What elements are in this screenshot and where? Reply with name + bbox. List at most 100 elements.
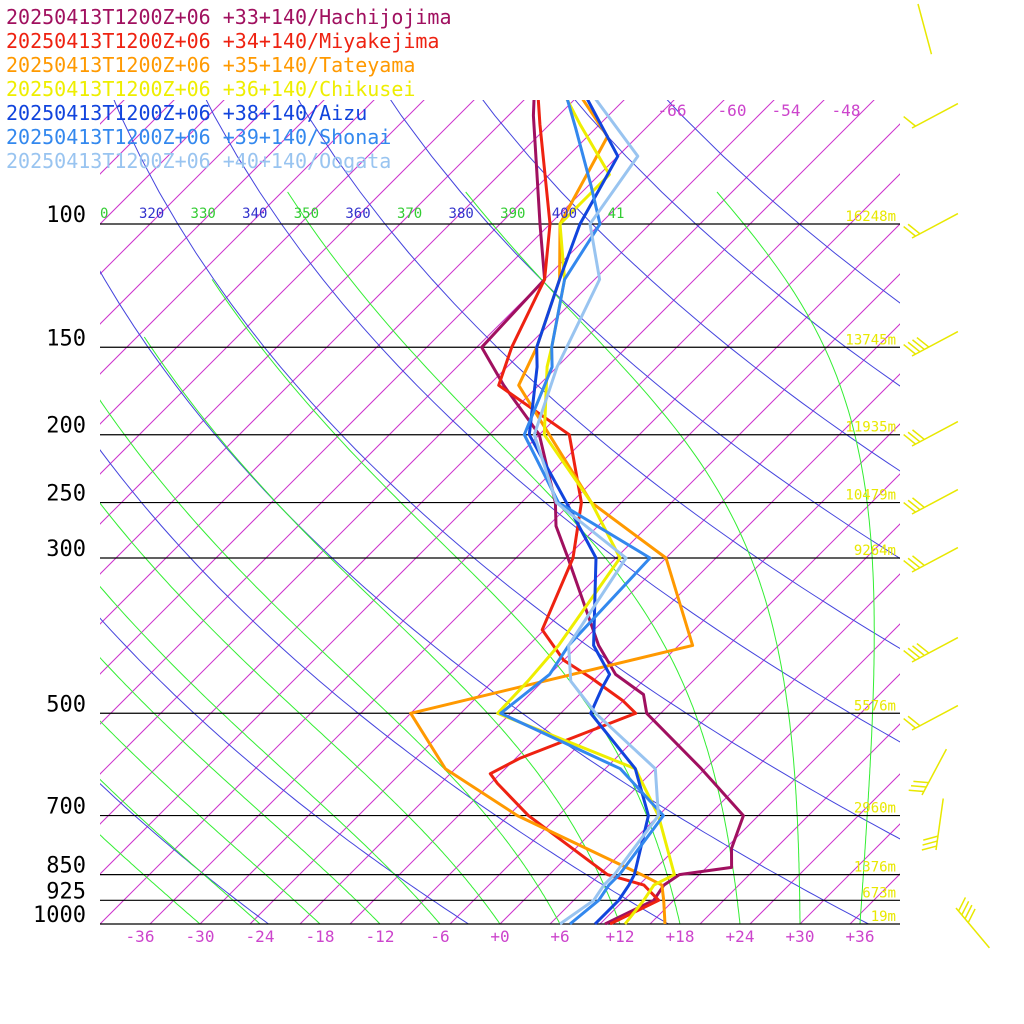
temperature-tick-labels: -36 -30 -24 -18 -12 -6 +0 +6 +12 +18 +24 +30 +36 — [126, 927, 875, 946]
wind-barb-flag — [912, 555, 925, 567]
theta-label: 400 — [552, 206, 577, 222]
wind-barbs — [903, 3, 990, 949]
wind-barb — [903, 704, 959, 731]
wind-barb — [903, 102, 959, 129]
dry-adiabat-line — [574, 100, 900, 387]
wind-barb-staff — [917, 3, 933, 55]
temperature-tick-label: +12 — [606, 927, 635, 946]
moist-adiabat-line — [100, 585, 441, 925]
temperature-tick-label: -24 — [246, 927, 275, 946]
isotherm-line — [100, 100, 775, 775]
isotherm-line — [100, 100, 325, 325]
height-label: 19m — [871, 909, 896, 925]
upper-isotherm-labels: -66 -60 -54 -48 — [658, 101, 861, 120]
height-label: 2960m — [854, 801, 896, 817]
height-label: 5576m — [854, 698, 896, 714]
wind-barb-flag — [912, 429, 925, 441]
dry-adiabat-line — [100, 449, 669, 925]
isotherm-line — [100, 100, 625, 625]
wind-barb-flag — [907, 557, 921, 569]
series-line — [527, 100, 650, 925]
wind-barb-staff — [911, 212, 959, 239]
upper-isotherm-label: -60 — [718, 101, 747, 120]
dry-adiabat-line — [205, 100, 900, 743]
height-label: 16248m — [845, 209, 896, 225]
pressure-tick-label: 200 — [46, 414, 86, 439]
wind-barb-staff — [911, 102, 959, 129]
wind-barb-staff — [911, 704, 959, 731]
wind-barb — [955, 897, 990, 949]
upper-isotherm-label: -48 — [832, 101, 861, 120]
theta-label: 320 — [139, 206, 164, 222]
legend: 20250413T1200Z+06 +33+140/Hachijojima202… — [6, 5, 452, 173]
isotherm-line — [399, 423, 900, 925]
temperature-tick-label: +24 — [726, 927, 755, 946]
pressure-tick-label: 700 — [46, 795, 86, 820]
dry-adiabat-line — [666, 100, 900, 304]
moist-adiabat-line — [100, 502, 501, 925]
height-labels: 16248m 13745m 11935m 10479m 9264m 5576m 2960m 1… — [845, 209, 896, 925]
pressure-tick-label: 1000 — [33, 903, 86, 928]
isotherm-line — [499, 523, 900, 925]
temperature-tick-label: -12 — [366, 927, 395, 946]
wind-barb-flag — [961, 900, 970, 916]
wind-barb-flag — [907, 647, 921, 659]
theta-label: 41 — [608, 206, 625, 222]
isotherm-line — [100, 100, 275, 275]
wind-barb — [903, 546, 959, 573]
wind-barb-flag — [912, 497, 925, 509]
wind-barb-staff — [921, 748, 948, 796]
isotherm-line — [699, 723, 900, 925]
theta-label: 360 — [345, 206, 370, 222]
isotherm-line — [100, 100, 475, 475]
dry-adiabat-line — [297, 100, 900, 650]
theta-labels: 0 320 330 340 350 360 370 380 390 400 41 — [100, 206, 624, 222]
legend-entry: 20250413T1200Z+06 +34+140/Miyakejima — [6, 29, 439, 53]
moist-adiabat-line — [100, 778, 261, 925]
wind-barb-flag — [908, 789, 924, 793]
series-line — [488, 100, 661, 925]
legend-entry: 20250413T1200Z+06 +35+140/Tateyama — [6, 53, 415, 77]
isotherm-line — [100, 100, 525, 525]
wind-barb-flag — [923, 835, 939, 841]
wind-barb-flag — [922, 840, 938, 846]
theta-label: 0 — [100, 206, 108, 222]
theta-label: 380 — [449, 206, 474, 222]
wind-barb-flag — [921, 845, 937, 851]
wind-barb-flag — [907, 431, 921, 443]
moist-adiabat-line — [143, 336, 621, 925]
wind-barb-staff — [911, 330, 959, 357]
wind-barb-flag — [964, 904, 973, 920]
height-label: 10479m — [845, 488, 896, 504]
isotherm-line — [449, 473, 900, 925]
isotherm-line — [899, 923, 900, 924]
isotherm-line — [1000, 13, 1024, 924]
wind-barb — [903, 488, 959, 515]
isotherm-line — [249, 273, 900, 925]
legend-entry: 20250413T1200Z+06 +33+140/Hachijojima — [6, 5, 452, 29]
temperature-tick-label: -6 — [430, 927, 449, 946]
temperature-tick-label: +30 — [786, 927, 815, 946]
dry-adiabat-line — [113, 100, 900, 840]
theta-label: 370 — [397, 206, 422, 222]
pressure-tick-label: 500 — [46, 692, 86, 717]
dry-adiabat-line — [390, 100, 900, 559]
series-line — [496, 100, 676, 925]
isobar-lines — [100, 223, 900, 925]
isotherm-line — [799, 823, 900, 925]
wind-barb-flag — [957, 897, 967, 912]
series-line — [499, 100, 665, 925]
legend-entry: 20250413T1200Z+06 +36+140/Chikusei — [6, 77, 415, 101]
wind-barb-flag — [907, 715, 921, 727]
wind-barb-staff — [911, 488, 959, 515]
dry-adiabat-line — [100, 270, 869, 925]
wind-barb-flag — [907, 499, 921, 511]
pressure-tick-label: 100 — [46, 203, 86, 228]
wind-barb-flag — [903, 501, 917, 513]
wind-barb-flag — [907, 223, 921, 235]
series-line — [480, 100, 745, 925]
isotherm-line — [749, 773, 900, 925]
legend-entry: 20250413T1200Z+06 +40+140/Oogata — [6, 149, 391, 173]
